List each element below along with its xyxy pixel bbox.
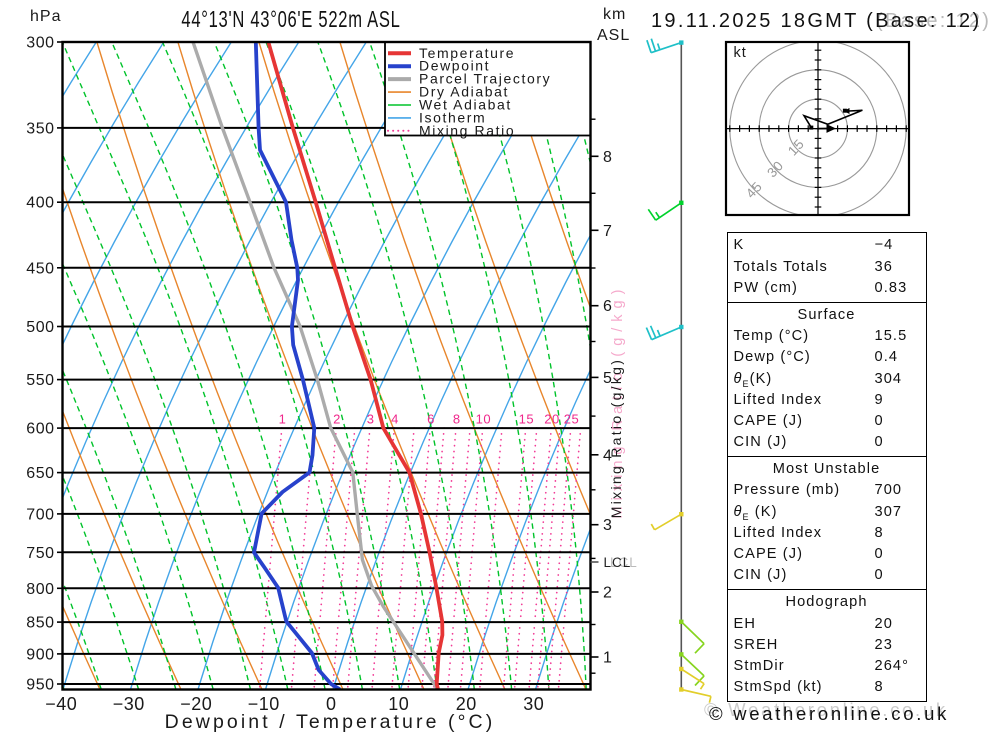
svg-text:450: 450 [26,260,54,277]
svg-text:30: 30 [523,694,544,714]
svg-text:Mixing Ratio (g/kg): Mixing Ratio (g/kg) [610,284,626,519]
svg-text:700: 700 [26,506,54,523]
svg-text:−20: −20 [180,694,212,714]
svg-text:10: 10 [388,694,409,714]
svg-text:350: 350 [26,120,54,137]
svg-text:Dry Adiabat: Dry Adiabat [419,84,509,100]
svg-text:7: 7 [603,223,612,240]
svg-text:20: 20 [456,694,477,714]
svg-text:Dewpoint / Temperature (°C): Dewpoint / Temperature (°C) [165,711,496,733]
svg-text:−10: −10 [248,694,280,714]
svg-text:Wet Adiabat: Wet Adiabat [419,97,512,113]
svg-text:4: 4 [391,412,399,427]
svg-text:800: 800 [26,581,54,598]
svg-text:900: 900 [26,646,54,663]
svg-text:850: 850 [26,615,54,632]
svg-text:8: 8 [453,412,461,427]
svg-text:6: 6 [427,412,435,427]
svg-text:500: 500 [26,319,54,336]
svg-text:LCL: LCL [610,555,638,570]
svg-text:25: 25 [564,412,579,427]
svg-text:0: 0 [326,694,337,714]
svg-text:950: 950 [26,677,54,694]
svg-text:15: 15 [519,412,534,427]
svg-text:3: 3 [367,412,375,427]
svg-text:Mixing Ratio: Mixing Ratio [419,122,515,138]
svg-text:45: 45 [743,178,766,201]
svg-text:Temperature: Temperature [419,45,515,61]
svg-text:2: 2 [333,412,341,427]
svg-text:4: 4 [603,447,612,464]
svg-text:10: 10 [476,412,491,427]
svg-text:Dewpoint: Dewpoint [419,58,490,74]
svg-text:550: 550 [26,372,54,389]
svg-text:750: 750 [26,545,54,562]
svg-text:30: 30 [764,158,787,181]
svg-text:650: 650 [26,465,54,482]
svg-text:300: 300 [26,35,54,52]
svg-text:2: 2 [603,585,612,602]
svg-text:400: 400 [26,195,54,212]
svg-text:Parcel Trajectory: Parcel Trajectory [419,71,551,87]
svg-text:600: 600 [26,421,54,438]
svg-text:−40: −40 [45,694,77,714]
svg-text:1: 1 [279,412,287,427]
svg-text:−30: −30 [113,694,145,714]
svg-text:Mixing Ratio (g/kg): Mixing Ratio (g/kg) [608,358,624,518]
svg-text:LCL: LCL [604,555,632,570]
svg-text:20: 20 [544,412,559,427]
svg-text:kt: kt [734,45,747,61]
svg-text:6: 6 [603,298,612,315]
svg-text:Isotherm: Isotherm [419,109,486,125]
svg-text:8: 8 [603,149,612,166]
svg-text:5: 5 [603,370,612,387]
svg-text:1: 1 [603,650,612,667]
svg-text:3: 3 [603,517,612,534]
